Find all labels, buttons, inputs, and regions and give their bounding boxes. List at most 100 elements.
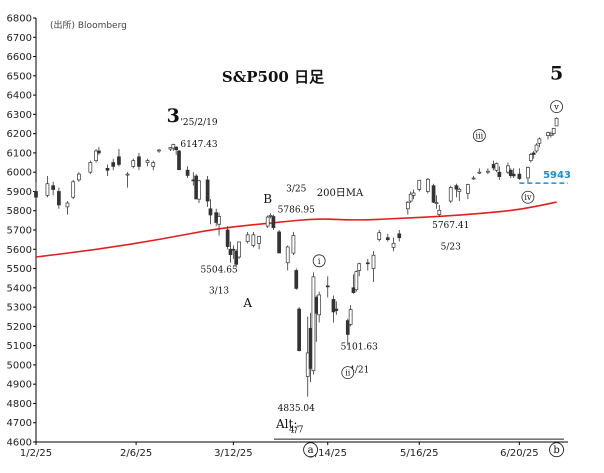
wave-annotation: 4/7: [289, 425, 304, 435]
wave-annotation: 3/25: [286, 184, 306, 194]
x-tick-label: 2/6/25: [120, 448, 152, 459]
candle-body: [94, 150, 98, 161]
candle-body: [537, 138, 542, 144]
candle-body: [486, 170, 490, 173]
candle-body: [345, 320, 350, 335]
candle-body: [354, 271, 359, 291]
candle-body: [534, 144, 539, 152]
candle-body: [408, 193, 413, 202]
candle-body: [285, 246, 290, 264]
y-tick-label: 6600: [7, 52, 32, 63]
candle-body: [325, 285, 330, 288]
subwave-circle: [341, 366, 355, 380]
candle-body: [297, 308, 301, 351]
candle-body: [351, 287, 356, 293]
candle-body: [71, 181, 76, 198]
candle-body: [311, 276, 316, 372]
y-tick-label: 5200: [7, 322, 32, 333]
wave-annotation: 3: [167, 105, 180, 127]
y-tick-label: 6400: [7, 91, 32, 102]
candle-body: [466, 184, 470, 194]
candle-body: [157, 149, 161, 152]
subwave-circle: [550, 100, 563, 114]
candle-body: [397, 233, 402, 239]
alt-point-label: a: [308, 445, 314, 456]
candle-body: [365, 262, 370, 265]
candle-body: [291, 235, 296, 254]
y-tick-label: 5300: [7, 303, 32, 314]
candle-body: [117, 156, 121, 165]
candle-body: [417, 179, 422, 190]
candle-body: [506, 165, 510, 173]
candle-body: [88, 162, 93, 173]
candle-body: [348, 309, 353, 325]
subwave-label: v: [553, 103, 559, 112]
candle-body: [434, 202, 439, 204]
alt-circle: [303, 442, 319, 458]
candle-body: [457, 188, 462, 192]
wave-annotation: 4: [304, 471, 317, 473]
candle-body: [277, 231, 281, 254]
x-tick-label: 3/12/25: [214, 448, 253, 459]
candle-body: [231, 248, 236, 251]
candle-body: [294, 270, 299, 289]
y-tick-label: 6100: [7, 148, 32, 159]
candle-body: [125, 173, 130, 176]
candle-body: [554, 118, 559, 127]
y-tick-label: 6000: [7, 168, 32, 179]
candle-body: [145, 160, 150, 163]
subwave-label: i: [318, 257, 321, 266]
wave-annotation: 5786.95: [278, 206, 315, 216]
y-tick-label: 5800: [7, 206, 32, 217]
candle-body: [237, 241, 241, 258]
candle-body: [411, 192, 416, 196]
candle-body: [454, 185, 459, 190]
target-label: 5943: [543, 170, 571, 181]
candle-body: [268, 215, 273, 217]
candle-body: [265, 216, 270, 227]
subwave-circle: [472, 129, 486, 142]
annotation-layer: 3'25/2/19 6147.43 5504.65 3/13 A B 3/25 5786.95…: [167, 63, 564, 473]
ma-label: 200日MA: [317, 188, 364, 199]
wave-annotation: 4/21: [349, 366, 369, 376]
candle-body: [511, 173, 516, 177]
candle-body: [251, 234, 256, 246]
candle-body: [131, 160, 136, 167]
y-tick-label: 4800: [7, 399, 32, 410]
alt-circle: [549, 442, 565, 458]
candle-body: [271, 216, 276, 229]
chart-title: S&P500 日足: [222, 68, 325, 86]
candle-body: [531, 152, 536, 155]
candle-body: [528, 154, 533, 161]
candle-body: [111, 162, 116, 167]
wave-annotation: 5: [550, 63, 563, 85]
candle-body: [205, 179, 210, 202]
x-axis: 1/2/25 2/6/25 3/12/25 4/14/25 5/16/25 6/20/25: [20, 441, 568, 459]
candle-body: [177, 150, 181, 171]
wave-annotation: 5504.65: [200, 265, 237, 275]
y-tick-label: 6800: [7, 14, 32, 25]
candle-body: [508, 169, 513, 177]
y-tick-label: 5500: [7, 264, 32, 275]
candle-body: [197, 180, 201, 200]
candle-body: [334, 308, 339, 311]
candle-body: [245, 234, 250, 242]
candle-body: [437, 209, 442, 215]
candle-body: [45, 183, 50, 196]
x-tick-label: 1/2/25: [20, 448, 52, 459]
ma-200-line: [35, 201, 557, 258]
candle-body: [494, 163, 499, 171]
candle-body: [57, 191, 61, 206]
wave-annotation: 4835.04: [278, 404, 315, 414]
wave-annotation: 5767.41: [432, 221, 469, 231]
candle-body: [34, 191, 38, 198]
y-tick-label: 4600: [7, 438, 32, 449]
candle-body: [208, 208, 213, 216]
candle-body: [405, 201, 410, 210]
wave-annotation: 3/13: [209, 287, 229, 297]
y-tick-label: 6300: [7, 110, 32, 121]
candle-body: [517, 173, 522, 179]
candlestick-layer: [34, 117, 559, 397]
